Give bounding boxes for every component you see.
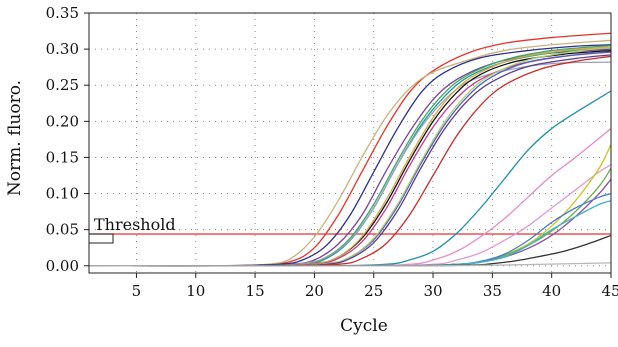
x-tick-label-0: 5	[132, 282, 142, 300]
plot-frame	[88, 12, 612, 274]
ticks-layer: 5 10 15 20 25 30 35 40 45 0.00 0.05 0.10 0.15 0.20 0.2…	[46, 4, 618, 300]
y-tick-label-7: 0.35	[46, 4, 79, 22]
y-tick-label-2: 0.10	[46, 185, 79, 203]
x-tick-label-2: 15	[246, 282, 265, 300]
series-curve-15	[88, 128, 612, 267]
y-tick-label-6: 0.30	[46, 40, 79, 58]
series-curve-17	[88, 144, 612, 267]
x-tick-label-1: 10	[186, 282, 205, 300]
x-tick-label-7: 40	[542, 282, 561, 300]
y-tick-label-5: 0.25	[46, 76, 79, 94]
y-tick-label-4: 0.20	[46, 112, 79, 130]
series-curve-6	[88, 61, 612, 267]
threshold-label: Threshold	[94, 215, 176, 234]
y-tick-label-0: 0.00	[46, 257, 79, 275]
series-curve-23	[88, 262, 612, 267]
x-tick-label-3: 20	[305, 282, 324, 300]
series-layer	[88, 32, 612, 267]
y-tick-label-1: 0.05	[46, 221, 79, 239]
x-tick-label-6: 35	[483, 282, 502, 300]
y-axis-title: Norm. fluoro.	[5, 80, 25, 196]
x-axis-title: Cycle	[340, 316, 388, 336]
y-tick-label-3: 0.15	[46, 148, 79, 166]
x-tick-label-8: 45	[601, 282, 618, 300]
x-tick-label-4: 25	[364, 282, 383, 300]
threshold-marker	[88, 233, 114, 244]
x-tick-label-5: 30	[423, 282, 442, 300]
